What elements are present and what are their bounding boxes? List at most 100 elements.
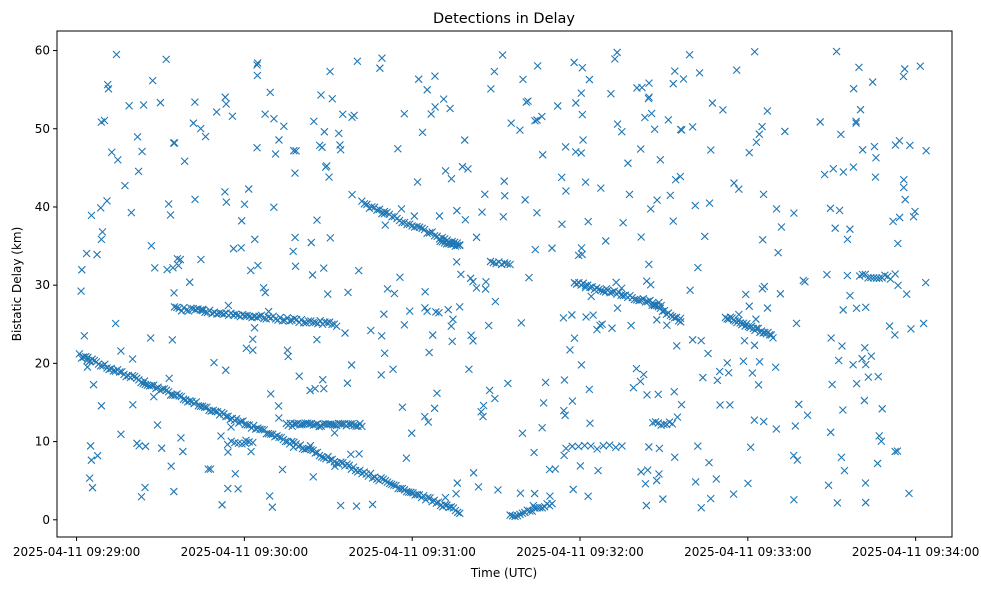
data-point xyxy=(668,419,677,428)
data-point xyxy=(873,459,882,468)
data-point xyxy=(479,401,488,410)
data-point xyxy=(107,148,116,157)
data-point xyxy=(425,348,434,357)
data-point xyxy=(378,209,386,218)
data-point xyxy=(222,412,230,421)
data-point xyxy=(833,498,842,507)
data-point xyxy=(662,321,671,330)
data-point xyxy=(336,141,344,149)
data-point xyxy=(242,344,251,353)
data-point xyxy=(618,442,626,450)
data-point xyxy=(452,206,461,215)
data-point xyxy=(498,51,507,59)
data-point xyxy=(406,488,415,497)
data-point xyxy=(826,204,835,213)
data-point xyxy=(541,378,550,387)
data-point xyxy=(276,313,285,322)
data-point xyxy=(739,357,748,366)
data-point xyxy=(309,318,318,327)
data-point xyxy=(232,414,241,423)
data-point xyxy=(343,379,352,388)
data-point xyxy=(80,331,89,340)
data-point xyxy=(377,331,386,340)
data-point xyxy=(341,329,349,337)
data-point xyxy=(586,419,594,428)
data-point xyxy=(745,148,754,157)
data-point xyxy=(125,101,133,110)
data-point xyxy=(156,98,165,107)
data-point xyxy=(559,406,568,415)
data-point xyxy=(222,198,231,207)
data-point xyxy=(655,470,663,478)
data-point xyxy=(389,481,398,490)
data-point xyxy=(381,221,390,230)
data-point xyxy=(506,511,514,519)
data-point xyxy=(93,451,102,460)
data-point xyxy=(400,320,409,329)
data-point xyxy=(431,72,439,81)
data-point xyxy=(849,84,858,93)
data-point xyxy=(777,223,786,231)
data-point xyxy=(594,285,603,294)
data-point xyxy=(393,144,402,153)
data-point xyxy=(511,512,519,521)
data-point xyxy=(610,55,619,63)
data-point xyxy=(275,136,283,144)
data-point xyxy=(398,218,406,227)
data-point xyxy=(467,331,476,340)
data-point xyxy=(557,173,566,182)
data-point xyxy=(637,296,646,304)
data-point xyxy=(77,265,86,274)
data-point xyxy=(899,183,908,192)
data-point xyxy=(816,118,825,126)
data-point xyxy=(521,195,530,204)
data-point xyxy=(413,178,422,186)
data-point xyxy=(172,303,181,312)
data-point xyxy=(524,97,532,106)
data-point xyxy=(469,468,478,477)
data-point xyxy=(215,309,224,317)
data-point xyxy=(103,80,112,89)
data-point xyxy=(236,417,245,426)
data-point xyxy=(752,324,761,333)
data-point xyxy=(861,479,870,487)
data-point xyxy=(758,122,767,131)
data-point xyxy=(221,366,230,375)
data-point xyxy=(669,79,678,88)
data-point xyxy=(646,204,655,213)
data-point xyxy=(291,169,299,177)
data-point xyxy=(334,129,343,138)
data-point xyxy=(204,465,213,474)
data-point xyxy=(96,361,105,370)
data-point xyxy=(580,441,589,450)
data-point xyxy=(380,349,389,358)
data-point xyxy=(878,404,887,413)
data-point xyxy=(852,304,861,313)
data-point xyxy=(87,456,96,465)
data-point xyxy=(867,352,876,361)
data-point xyxy=(568,397,577,406)
data-point xyxy=(259,314,268,323)
data-point xyxy=(831,224,840,233)
data-point xyxy=(103,197,111,205)
data-point xyxy=(157,444,166,453)
data-point xyxy=(548,499,556,508)
data-point xyxy=(209,406,218,415)
data-point xyxy=(579,279,588,288)
data-point xyxy=(447,322,456,331)
data-point xyxy=(517,319,526,327)
data-point xyxy=(435,308,443,317)
data-point xyxy=(697,336,706,345)
data-point xyxy=(317,453,326,461)
y-tick-label: 50 xyxy=(35,122,50,136)
data-point xyxy=(837,453,846,462)
data-point xyxy=(338,420,347,428)
data-point xyxy=(420,412,429,421)
data-point xyxy=(313,216,321,225)
data-point xyxy=(243,311,252,320)
data-point xyxy=(229,244,238,253)
data-point xyxy=(477,407,486,416)
data-point xyxy=(453,479,462,487)
data-point xyxy=(306,317,315,325)
data-point xyxy=(531,245,540,254)
